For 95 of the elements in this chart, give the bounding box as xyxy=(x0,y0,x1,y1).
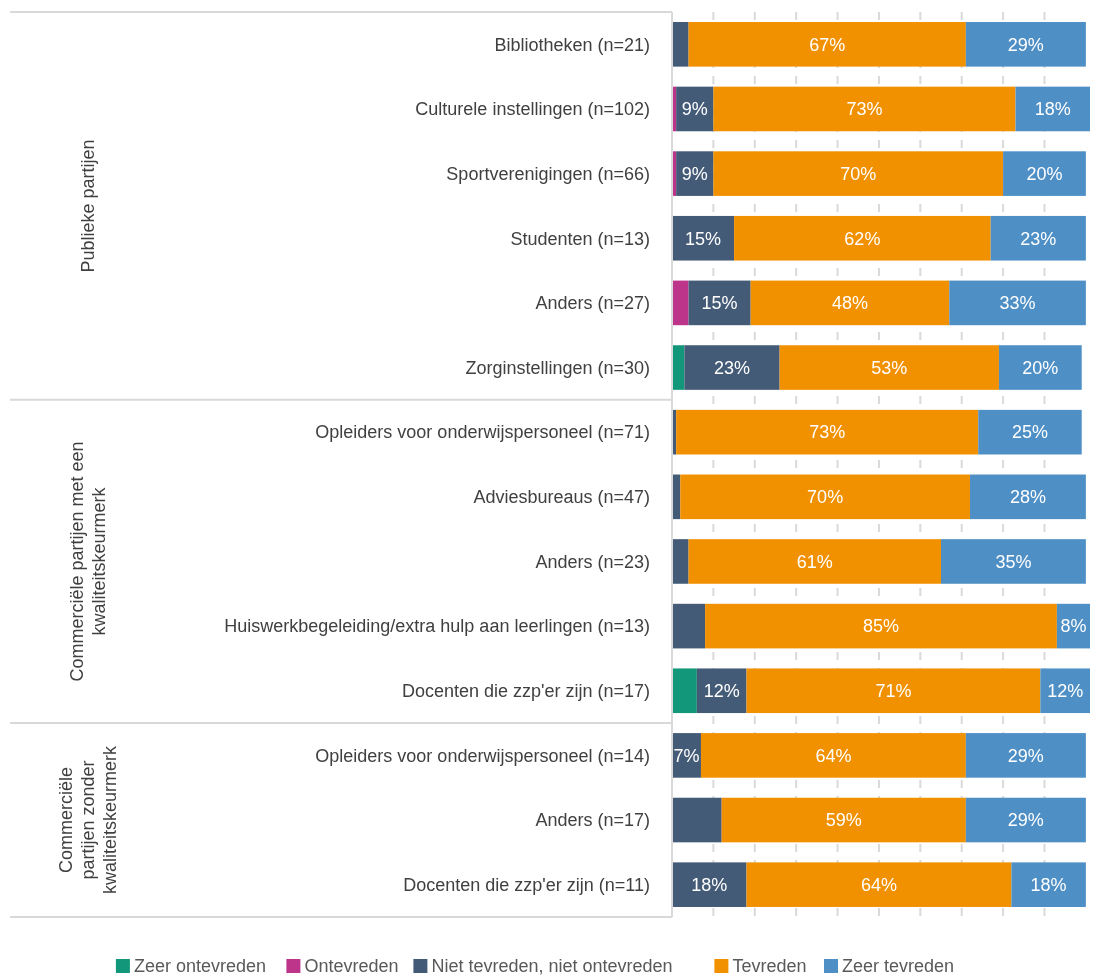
bar xyxy=(672,797,722,843)
bar xyxy=(1003,151,1086,196)
bar xyxy=(1011,862,1086,907)
text: Commerciële partijen met een kwaliteitskeurmerk xyxy=(67,441,110,682)
text: Publieke partijen xyxy=(78,139,99,273)
data-label: 71% xyxy=(875,681,912,702)
data-label: 8% xyxy=(1060,616,1087,637)
bar xyxy=(672,603,706,649)
bar xyxy=(746,862,1012,907)
data-label: 67% xyxy=(809,34,846,55)
bar xyxy=(684,345,780,390)
data-label: 62% xyxy=(844,228,881,249)
bar xyxy=(998,345,1082,390)
y-tick-label: Culturele instellingen (n=102) xyxy=(415,99,650,120)
y-tick-label: Anders (n=17) xyxy=(535,810,650,831)
data-label: 9% xyxy=(681,163,708,184)
data-label: 59% xyxy=(825,810,862,831)
data-label: 35% xyxy=(995,551,1032,572)
bar xyxy=(672,280,689,326)
y-tick-label: Anders (n=27) xyxy=(535,293,650,314)
bar xyxy=(713,151,1004,196)
data-label: 29% xyxy=(1007,34,1044,55)
bar xyxy=(676,409,979,455)
bar xyxy=(941,539,1086,584)
data-label: 23% xyxy=(713,357,751,378)
data-label: 20% xyxy=(1022,357,1059,378)
data-label: 85% xyxy=(862,616,900,637)
data-label: 73% xyxy=(846,99,883,120)
data-label: 25% xyxy=(1011,422,1049,443)
y-tick-label: Sportverenigingen (n=66) xyxy=(446,163,650,184)
bar xyxy=(700,733,966,778)
data-label: 29% xyxy=(1007,745,1044,766)
data-label: 33% xyxy=(999,293,1036,314)
data-label: 18% xyxy=(1034,99,1071,120)
bar xyxy=(672,215,735,261)
bar xyxy=(672,22,689,67)
data-label: 70% xyxy=(840,163,877,184)
bar xyxy=(705,603,1057,649)
bar xyxy=(965,22,1086,67)
data-label: 18% xyxy=(1030,874,1067,895)
data-label: 18% xyxy=(691,874,728,895)
data-label: 29% xyxy=(1007,810,1044,831)
text: Commerciële partijen zonder kwaliteitskeurmerk xyxy=(56,745,121,895)
bar xyxy=(990,215,1086,261)
y-tick-label: Studenten (n=13) xyxy=(510,228,650,249)
data-label: 15% xyxy=(685,228,722,249)
legend-label: Niet tevreden, niet ontevreden xyxy=(431,956,673,977)
data-label: 48% xyxy=(831,293,868,314)
data-label: 64% xyxy=(815,745,852,766)
bar xyxy=(969,474,1086,520)
bar xyxy=(680,474,970,520)
bar xyxy=(688,22,966,67)
bar xyxy=(965,733,1086,778)
bar xyxy=(1015,86,1090,132)
y-tick-label: Adviesbureaus (n=47) xyxy=(473,487,650,508)
y-tick-label: Anders (n=23) xyxy=(535,551,650,572)
bar xyxy=(734,215,991,261)
data-label: 23% xyxy=(1020,228,1057,249)
bar xyxy=(978,409,1082,455)
data-label: 12% xyxy=(1047,681,1084,702)
y-tick-label: Bibliotheken (n=21) xyxy=(494,34,650,55)
bar xyxy=(965,797,1086,843)
legend-label: Ontevreden xyxy=(304,956,399,977)
y-tick-label: Opleiders voor onderwijspersoneel (n=71) xyxy=(315,422,650,443)
bar xyxy=(688,280,751,326)
data-label: 64% xyxy=(860,874,897,895)
data-label: 73% xyxy=(809,422,846,443)
data-label: 70% xyxy=(807,487,844,508)
bar xyxy=(721,797,966,843)
bar xyxy=(779,345,999,390)
legend-label: Zeer ontevreden xyxy=(133,956,266,977)
data-label: 15% xyxy=(701,293,738,314)
data-label: 53% xyxy=(871,357,908,378)
bar xyxy=(688,539,942,584)
y-tick-label: Docenten die zzp'er zijn (n=11) xyxy=(403,874,650,895)
legend-label: Tevreden xyxy=(732,956,807,977)
y-tick-label: Opleiders voor onderwijspersoneel (n=14) xyxy=(315,745,650,766)
data-label: 9% xyxy=(681,99,708,120)
bar xyxy=(672,668,697,714)
bar xyxy=(949,280,1086,326)
bar xyxy=(746,668,1041,714)
data-label: 61% xyxy=(796,551,833,572)
bar xyxy=(1040,668,1090,714)
data-label: 28% xyxy=(1009,487,1046,508)
bar xyxy=(672,539,689,584)
bar xyxy=(713,86,1016,132)
y-tick-label: Docenten die zzp'er zijn (n=17) xyxy=(401,681,650,702)
data-label: 12% xyxy=(703,681,740,702)
y-tick-label: Huiswerkbegeleiding/extra hulp aan leerlingen (n=13) xyxy=(224,616,650,637)
legend-label: Zeer tevreden xyxy=(842,956,955,977)
y-tick-label: Zorginstellingen (n=30) xyxy=(465,357,650,378)
data-label: 7% xyxy=(673,745,700,766)
bar xyxy=(672,862,747,907)
bar xyxy=(750,280,950,326)
data-label: 20% xyxy=(1026,163,1063,184)
